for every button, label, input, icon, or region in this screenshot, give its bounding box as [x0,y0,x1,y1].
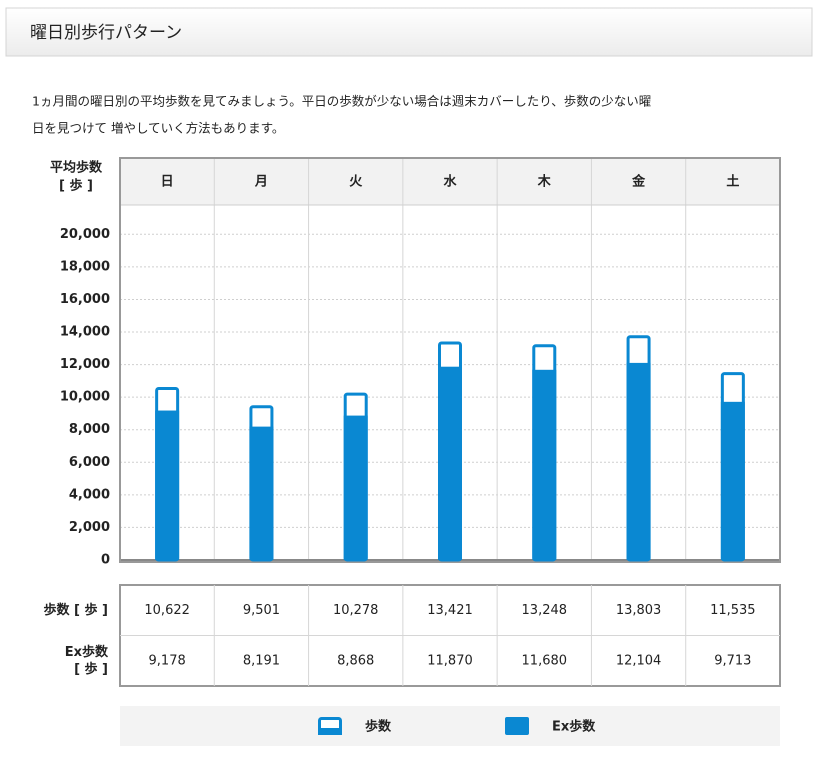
y-axis-label: [ 歩 ] [59,178,93,194]
x-tick-label: 水 [443,174,457,190]
y-tick-label: 16,000 [60,292,110,307]
bar [155,410,180,560]
header-box [5,7,813,57]
bar [532,369,557,560]
table-value: 10,622 [144,603,190,618]
y-tick-label: 8,000 [69,422,110,437]
table-value: 11,870 [427,653,473,668]
table-value: 11,535 [710,603,756,618]
y-tick-label: 4,000 [69,487,110,502]
table-value: 13,421 [427,603,473,618]
y-tick-label: 14,000 [60,325,110,340]
y-tick-label: 6,000 [69,455,110,470]
legend-swatch [505,717,529,735]
table-value: 12,104 [616,653,662,668]
table-value: 8,191 [243,653,280,668]
table-value: 8,868 [337,653,374,668]
page-title: 曜日別歩行パターン [30,23,182,43]
table-value: 10,278 [333,603,379,618]
y-tick-label: 18,000 [60,259,110,274]
legend-swatch [318,728,342,735]
description: 日を見つけて 増やしていく方法もあります。 [32,121,284,136]
legend-label: Ex歩数 [552,719,596,735]
y-tick-label: 20,000 [60,227,110,242]
y-tick-label: 0 [101,553,110,568]
x-tick-label: 金 [631,174,646,190]
bar [626,362,651,560]
table-row-label: 歩数 [ 歩 ] [44,602,108,618]
header-row [120,158,780,205]
table-value: 9,501 [243,603,280,618]
x-tick-label: 日 [161,175,174,190]
description: 1ヵ月間の曜日別の平均歩数を見てみましょう。平日の歩数が少ない場合は週末カバーし… [32,94,651,109]
table-value: 13,248 [522,603,568,618]
chart-border [119,157,781,563]
x-tick-label: 木 [537,174,552,190]
bar [720,401,745,560]
y-tick-label: 10,000 [60,390,110,405]
bar [249,426,274,560]
table-value: 9,713 [714,653,751,668]
x-tick-label: 火 [349,175,363,190]
legend-box [120,706,780,746]
bar [438,366,462,560]
bar [343,415,368,560]
table-value: 13,803 [616,603,662,618]
table-value: 11,680 [522,653,568,668]
y-tick-label: 12,000 [60,357,110,372]
y-axis-label: 平均歩数 [50,160,103,176]
x-tick-label: 月 [254,175,268,190]
legend-label: 歩数 [365,719,392,735]
table-row-label: [ 歩 ] [74,661,108,677]
table-value: 9,178 [149,653,186,668]
table-row-label: Ex歩数 [65,644,109,660]
y-tick-label: 2,000 [69,520,110,535]
x-tick-label: 土 [726,174,739,190]
